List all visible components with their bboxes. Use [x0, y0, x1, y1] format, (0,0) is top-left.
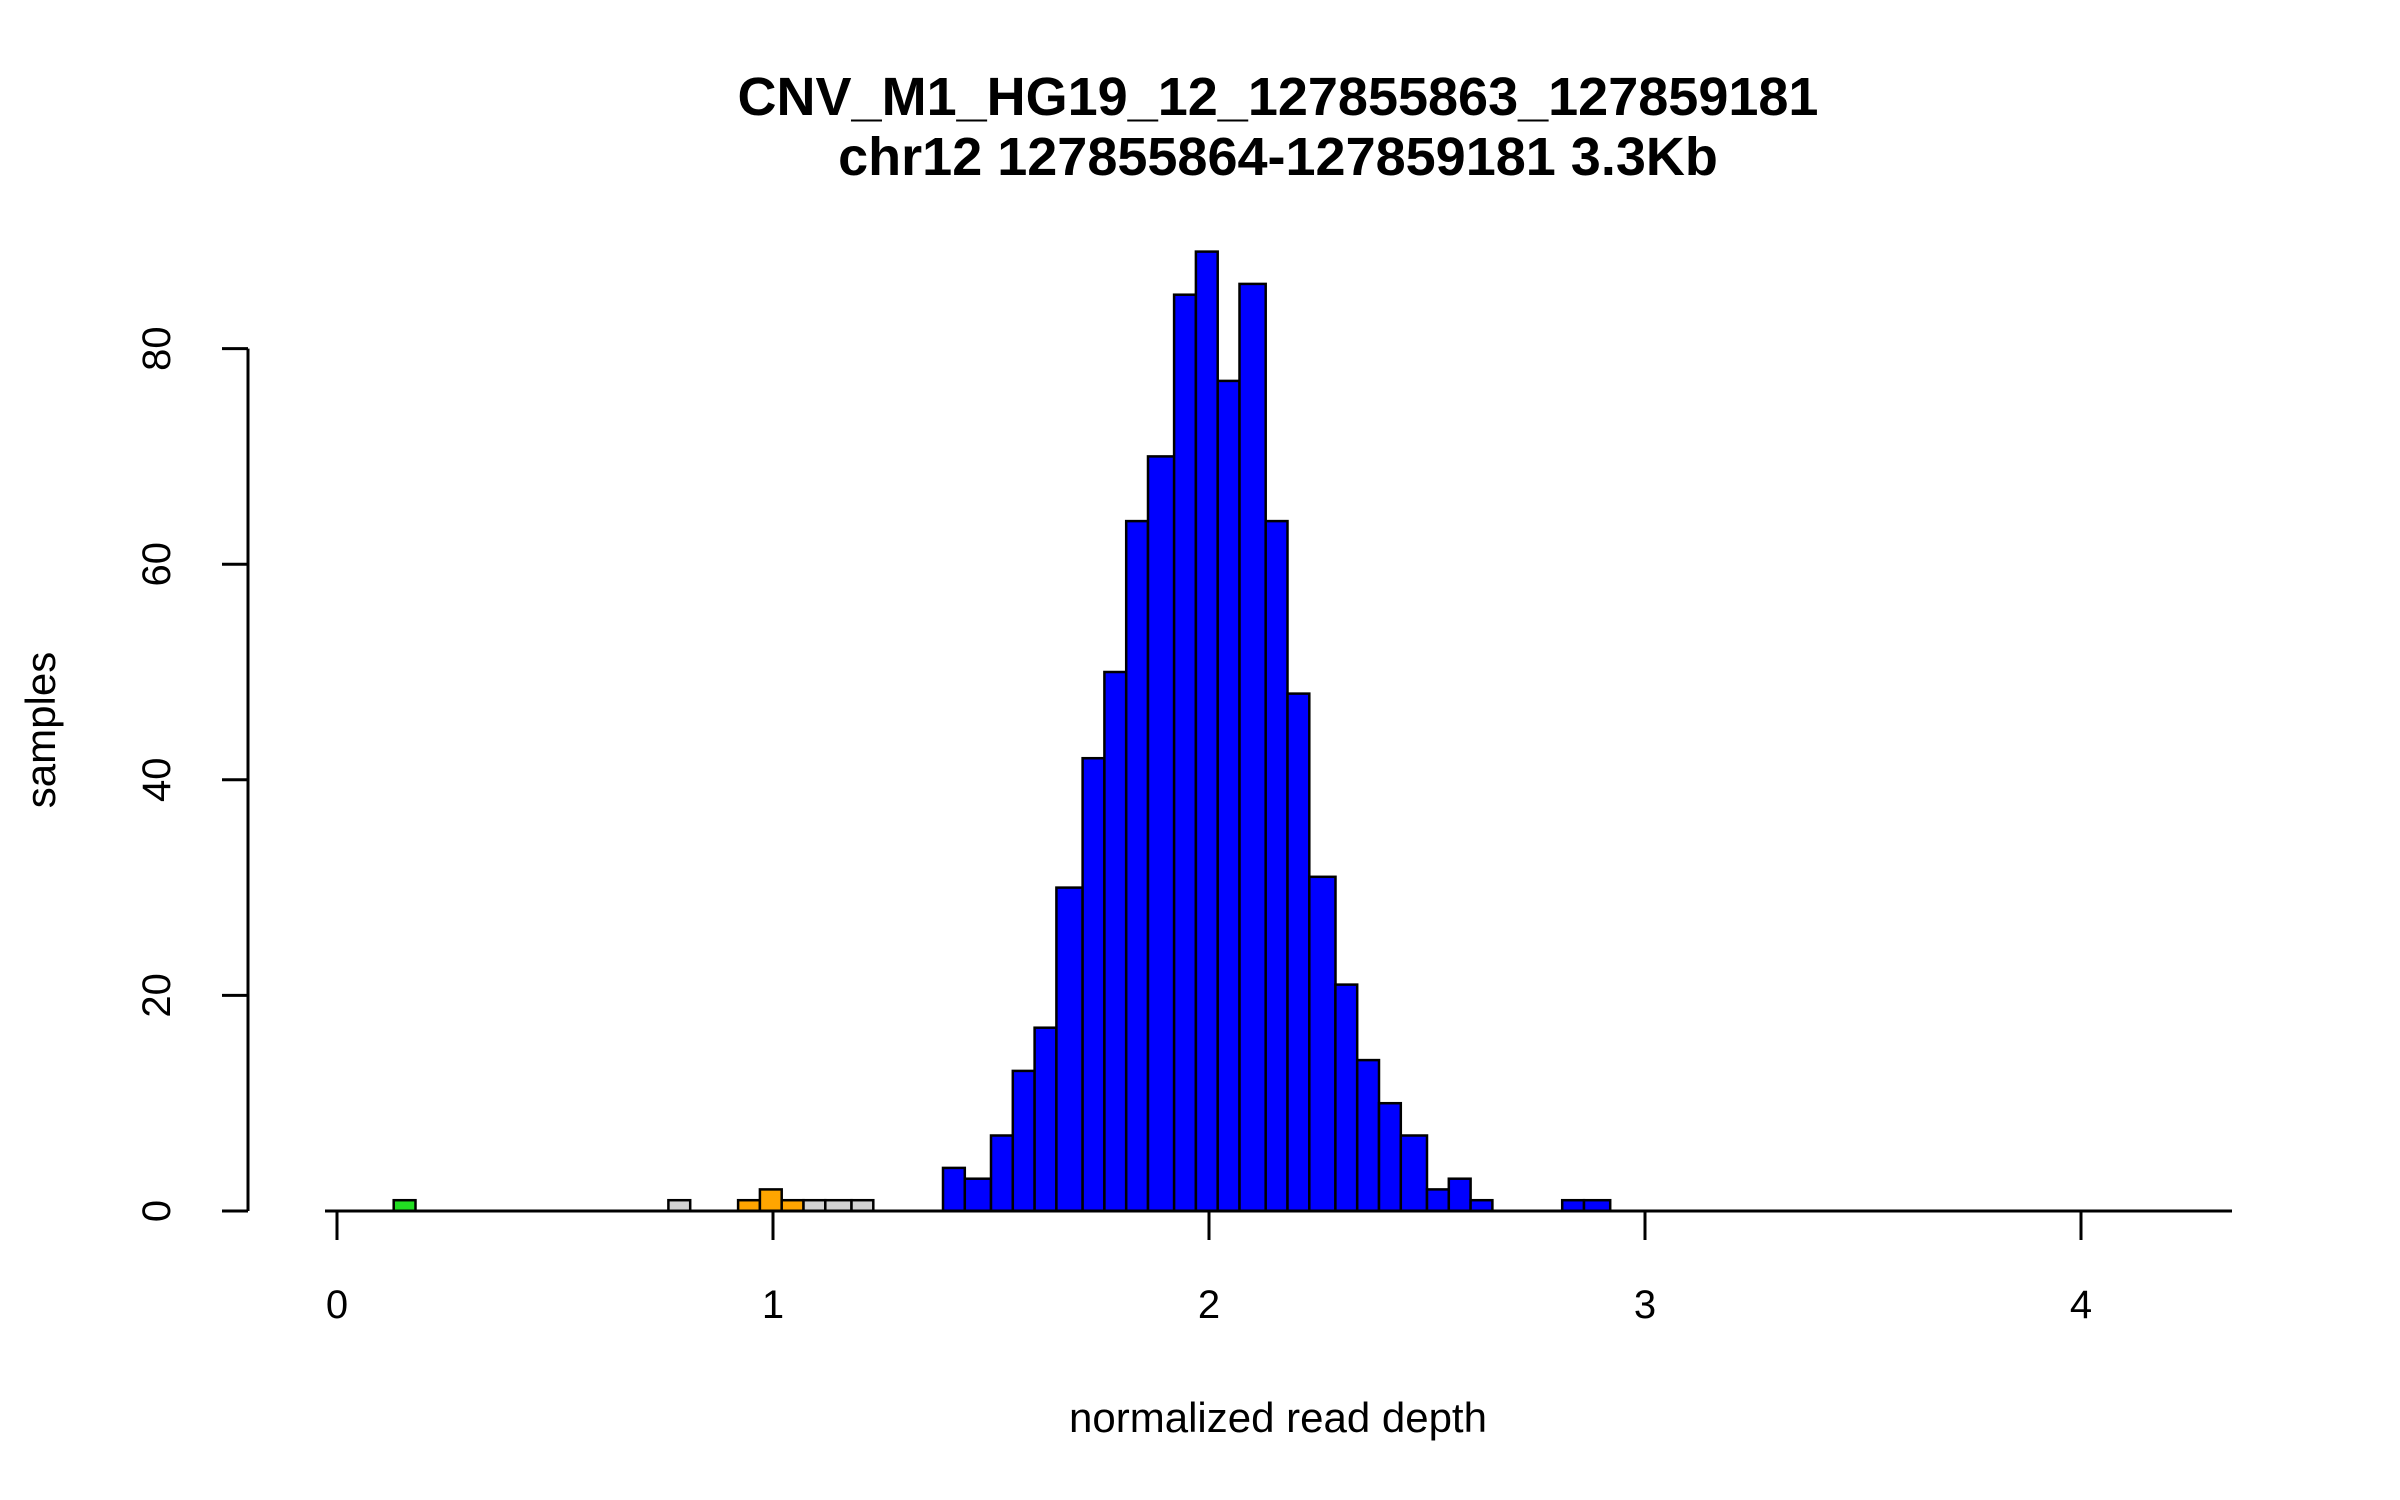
histogram-bar-7 — [850, 1198, 875, 1213]
x-tick-label-2: 2 — [1198, 1283, 1220, 1327]
x-axis-title: normalized read depth — [1069, 1394, 1487, 1441]
histogram-bar-13 — [1055, 886, 1084, 1213]
histogram-bar-28 — [1399, 1134, 1429, 1213]
histogram-bar-2 — [736, 1198, 762, 1213]
histogram-bar-27 — [1377, 1101, 1403, 1213]
histogram-bar-10 — [989, 1134, 1015, 1213]
histogram-bar-21 — [1238, 282, 1267, 1213]
histogram-bar-18 — [1172, 293, 1198, 1213]
histogram-bar-6 — [824, 1198, 853, 1213]
histogram-bar-15 — [1103, 670, 1128, 1213]
histogram-bar-33 — [1582, 1198, 1612, 1213]
histogram-bar-0 — [392, 1198, 417, 1213]
y-axis-title: samples — [17, 652, 64, 808]
y-tick-label-60: 60 — [135, 542, 179, 587]
histogram-bar-22 — [1264, 519, 1289, 1213]
histogram-bar-12 — [1033, 1026, 1058, 1213]
chart-title: CNV_M1_HG19_12_127855863_127859181 — [738, 67, 1819, 127]
histogram-bar-32 — [1560, 1198, 1586, 1213]
histogram-bars — [392, 250, 1612, 1213]
x-axis: 0 1 2 3 4 — [326, 1209, 2092, 1327]
histogram-bar-1 — [667, 1198, 692, 1213]
x-tick-label-4: 4 — [2070, 1283, 2092, 1327]
y-tick-label-0: 0 — [135, 1200, 179, 1222]
y-tick-label-40: 40 — [135, 758, 179, 803]
chart-subtitle: chr12 127855864-127859181 3.3Kb — [838, 127, 1718, 187]
histogram-bar-31 — [1469, 1198, 1494, 1213]
histogram-bar-25 — [1334, 983, 1359, 1213]
histogram-bar-14 — [1081, 756, 1106, 1213]
histogram-bar-24 — [1308, 875, 1337, 1213]
histogram-bar-30 — [1447, 1177, 1472, 1213]
histogram-bar-20 — [1216, 379, 1241, 1213]
x-tick-label-0: 0 — [326, 1283, 348, 1327]
histogram-bar-5 — [802, 1198, 827, 1213]
histogram-bar-4 — [780, 1198, 805, 1213]
x-tick-label-3: 3 — [1634, 1283, 1656, 1327]
histogram-bar-17 — [1146, 455, 1176, 1213]
histogram-bar-8 — [941, 1166, 967, 1213]
histogram-bar-29 — [1425, 1188, 1451, 1213]
histogram-bar-26 — [1355, 1058, 1381, 1213]
x-tick-label-1: 1 — [762, 1283, 784, 1327]
histogram-bar-19 — [1194, 250, 1219, 1213]
histogram-bar-11 — [1011, 1069, 1036, 1213]
y-tick-label-80: 80 — [135, 326, 179, 371]
histogram-bar-16 — [1124, 519, 1150, 1213]
histogram-bar-9 — [963, 1177, 993, 1213]
histogram-bar-23 — [1286, 692, 1311, 1213]
y-axis: 0 20 40 60 80 — [135, 326, 250, 1222]
histogram-bar-3 — [758, 1188, 783, 1213]
y-tick-label-20: 20 — [135, 973, 179, 1018]
